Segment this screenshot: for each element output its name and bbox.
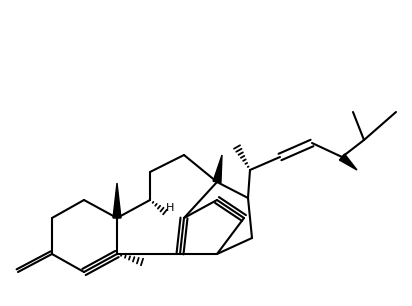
Polygon shape: [213, 155, 222, 183]
Text: H: H: [166, 203, 174, 213]
Polygon shape: [339, 154, 357, 170]
Polygon shape: [113, 183, 121, 218]
